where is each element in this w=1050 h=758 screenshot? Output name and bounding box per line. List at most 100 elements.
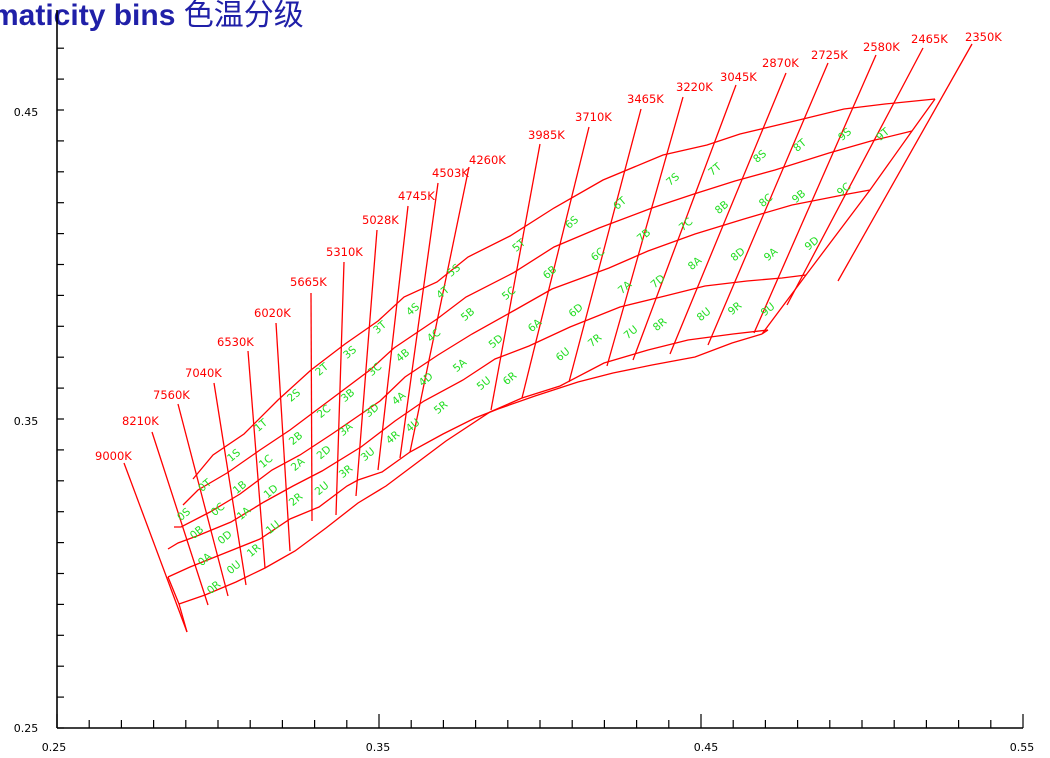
cct-line-8 [355, 229, 378, 497]
bin-label-7U: 7U [622, 323, 641, 341]
bin-label-4B: 4B [394, 347, 412, 365]
bin-row-line-0 [192, 98, 936, 480]
bin-label-8B: 8B [713, 199, 731, 217]
bin-label-4A: 4A [390, 389, 409, 408]
cct-label-5028K: 5028K [362, 213, 399, 227]
bin-label-3R: 3R [337, 463, 355, 481]
bin-label-6U: 6U [554, 345, 573, 363]
cct-line-5 [275, 322, 291, 552]
cct-line-3 [213, 382, 247, 586]
bin-label-9D: 9D [803, 234, 822, 253]
bin-label-1A: 1A [235, 504, 254, 523]
x-tick-label-0.55: 0.55 [1010, 741, 1035, 754]
title-main: maticity bins [0, 0, 176, 32]
cct-line-11 [409, 166, 470, 453]
cct-label-2870K: 2870K [762, 56, 799, 70]
bin-label-3A: 3A [337, 420, 356, 439]
cct-label-4745K: 4745K [398, 189, 435, 203]
bin-label-0B: 0B [188, 524, 206, 542]
cct-label-4503K: 4503K [432, 166, 469, 180]
bin-label-0S: 0S [175, 506, 193, 524]
bin-label-3C: 3C [366, 361, 384, 379]
axes: 0.25 0.35 0.45 0.55 0.45 0.35 0.25 [14, 10, 1035, 754]
bin-label-7C: 7C [677, 216, 695, 234]
bin-label-7T: 7T [706, 161, 724, 179]
bin-label-2U: 2U [313, 479, 332, 497]
cct-line-6 [310, 292, 313, 522]
bin-label-5R: 5R [432, 399, 450, 417]
cct-line-16 [632, 84, 737, 361]
cct-label-3220K: 3220K [676, 80, 713, 94]
bin-label-3D: 3D [363, 401, 382, 420]
bin-row-line-4 [167, 333, 763, 578]
cct-line-10 [399, 182, 439, 459]
bin-label-5C: 5C [500, 285, 518, 303]
cct-label-3985K: 3985K [528, 128, 565, 142]
bin-label-1B: 1B [231, 479, 249, 497]
bin-row-line-3 [167, 274, 807, 550]
bin-label-8R: 8R [651, 316, 669, 334]
envelope-left [167, 576, 188, 633]
bin-label-2D: 2D [315, 443, 334, 462]
cct-label-8210K: 8210K [122, 414, 159, 428]
bin-label-8U: 8U [695, 305, 714, 323]
page-title: maticity bins 色温分级 [0, 0, 304, 33]
bin-label-4R: 4R [384, 429, 402, 447]
bin-row-line-1 [182, 130, 913, 506]
y-tick-label-0.45: 0.45 [14, 106, 39, 119]
bin-label-1C: 1C [257, 453, 275, 471]
bin-labels: 0S0T0B0C0A0D0R0U1S1T1B1C1A1D1R1U2S2T2B2C… [175, 126, 892, 597]
bin-label-0A: 0A [196, 550, 215, 569]
bin-label-0U: 0U [225, 558, 244, 576]
bin-label-5T: 5T [510, 237, 528, 255]
bin-label-7R: 7R [586, 332, 604, 350]
bin-row-line-2 [174, 189, 871, 528]
cct-label-3710K: 3710K [575, 110, 612, 124]
cct-label-2350K: 2350K [965, 30, 1002, 44]
envelope-right [761, 98, 936, 335]
cct-line-1 [151, 431, 209, 606]
cct-label-9000K: 9000K [95, 449, 132, 463]
bin-label-1S: 1S [225, 447, 243, 465]
bin-label-3U: 3U [359, 445, 378, 463]
bin-label-6R: 6R [501, 370, 519, 388]
cct-label-5665K: 5665K [290, 275, 327, 289]
cct-line-18 [707, 62, 829, 346]
bin-label-0T: 0T [196, 477, 214, 495]
cct-label-3045K: 3045K [720, 70, 757, 84]
bin-label-5S: 5S [445, 262, 463, 280]
cct-line-12 [490, 143, 541, 411]
bin-label-2B: 2B [287, 430, 305, 448]
cct-line-19 [753, 54, 877, 334]
cct-line-21 [837, 43, 973, 282]
x-tick-label-0.45: 0.45 [694, 741, 719, 754]
bin-label-2S: 2S [285, 387, 303, 405]
cct-line-15 [606, 96, 684, 367]
cct-line-13 [521, 126, 590, 399]
bin-label-8T: 8T [791, 137, 809, 155]
bin-label-4D: 4D [417, 370, 436, 389]
y-axis-ticks [57, 47, 64, 729]
x-axis-ticks [56, 714, 1024, 728]
cct-label-6530K: 6530K [217, 335, 254, 349]
cct-labels: 9000K 8210K 7560K 7040K 6530K 6020K 5665… [95, 30, 1002, 463]
x-tick-label-0.35: 0.35 [366, 741, 391, 754]
cct-line-20 [786, 47, 924, 306]
bin-label-2T: 2T [313, 361, 331, 379]
bin-label-5U: 5U [475, 374, 494, 392]
bin-label-4T: 4T [434, 284, 452, 302]
cct-label-2465K: 2465K [911, 32, 948, 46]
bin-label-1D: 1D [262, 482, 281, 501]
bin-label-2C: 2C [315, 403, 333, 421]
bin-label-7A: 7A [616, 278, 635, 297]
cct-line-9 [377, 205, 409, 471]
title-cjk: 色温分级 [183, 0, 304, 33]
cct-line-2 [177, 403, 229, 597]
bin-row-line-5 [178, 329, 769, 605]
bin-label-9A: 9A [762, 245, 781, 264]
bin-label-3T: 3T [371, 319, 389, 337]
bin-label-6S: 6S [563, 214, 581, 232]
cct-label-7040K: 7040K [185, 366, 222, 380]
bin-label-3S: 3S [341, 344, 359, 362]
